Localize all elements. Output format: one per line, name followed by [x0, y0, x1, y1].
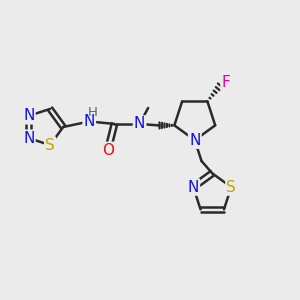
Text: S: S — [226, 180, 236, 195]
Text: N: N — [134, 116, 145, 131]
Text: N: N — [188, 180, 199, 195]
Text: N: N — [84, 114, 95, 129]
Text: H: H — [87, 106, 97, 119]
Text: N: N — [189, 133, 200, 148]
Text: S: S — [45, 138, 55, 153]
Text: N: N — [23, 108, 34, 123]
Text: O: O — [102, 143, 114, 158]
Text: N: N — [23, 131, 34, 146]
Text: F: F — [221, 75, 230, 90]
